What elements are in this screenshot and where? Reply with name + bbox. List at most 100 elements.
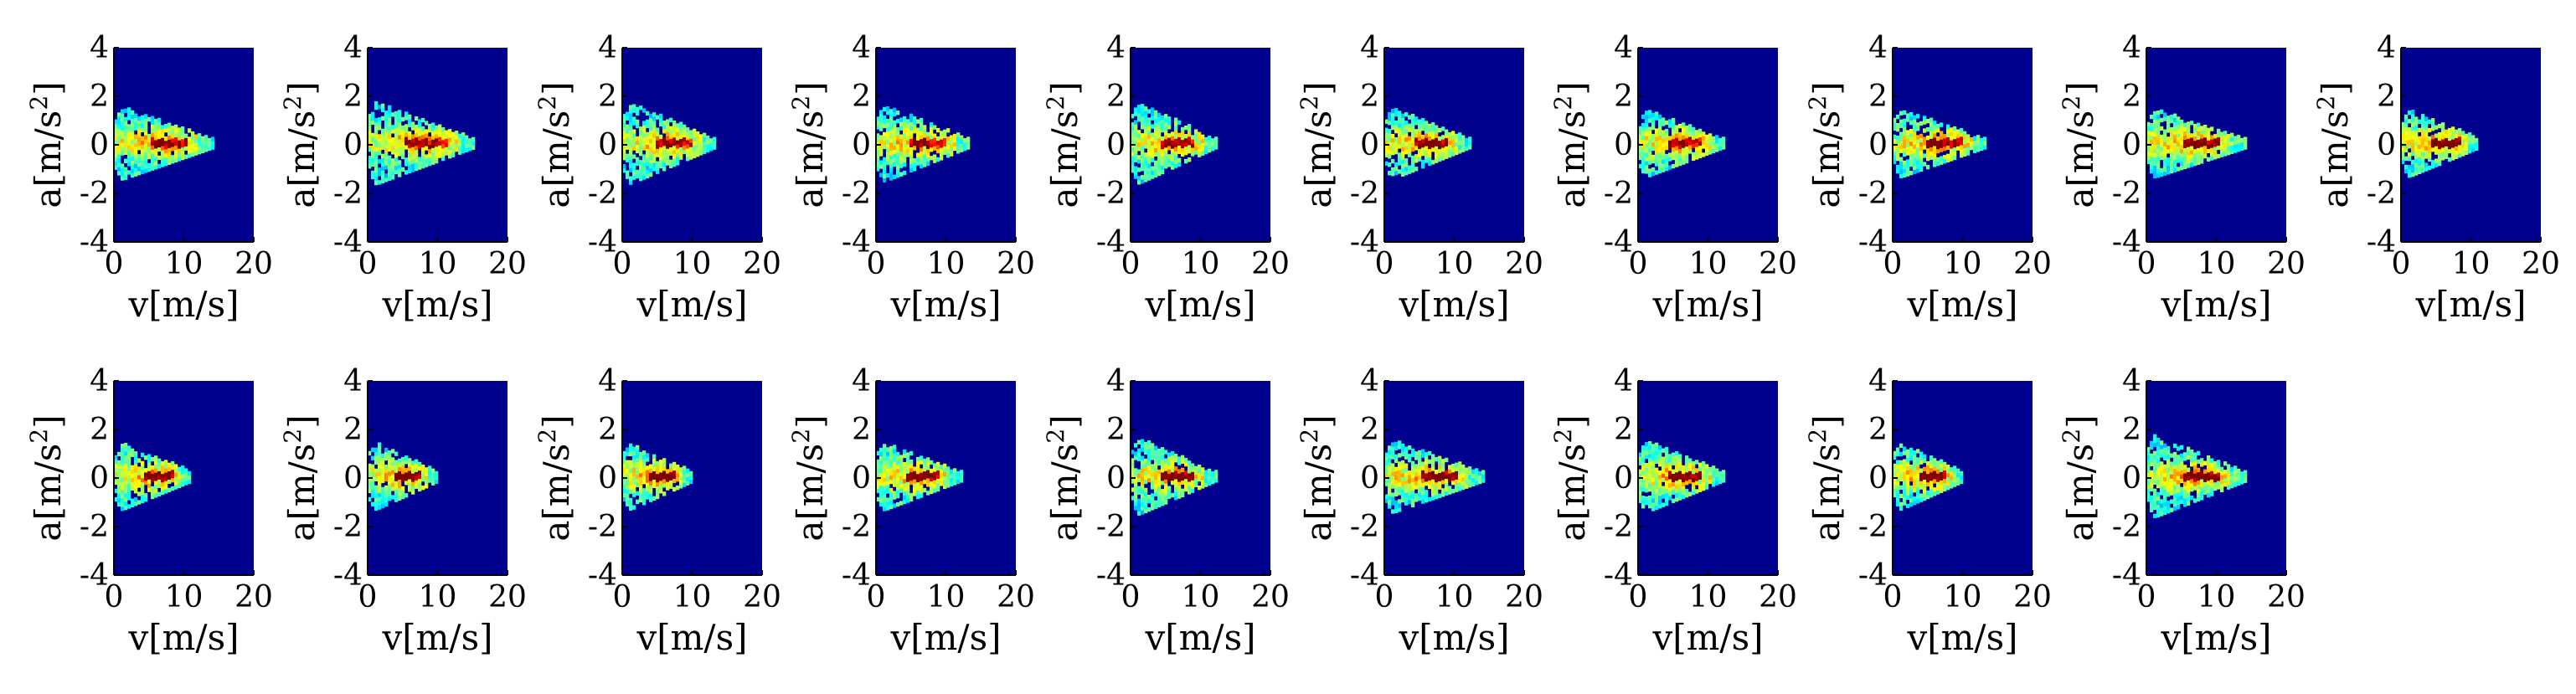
heatmap-cell bbox=[893, 461, 897, 466]
heatmap-cell bbox=[1425, 121, 1429, 126]
heatmap-cell bbox=[421, 138, 425, 144]
heatmap-cell bbox=[465, 135, 469, 140]
heatmap-cell bbox=[1662, 134, 1666, 139]
heatmap-cell bbox=[632, 484, 636, 489]
heatmap-cell bbox=[134, 489, 138, 494]
heatmap-cell bbox=[906, 127, 910, 132]
heatmap-cell bbox=[398, 168, 402, 173]
heatmap-cell bbox=[1164, 470, 1168, 476]
heatmap-cell bbox=[622, 131, 626, 136]
heatmap-cell bbox=[404, 145, 409, 150]
heatmap-cell bbox=[2203, 141, 2208, 147]
heatmap-cell bbox=[394, 123, 399, 129]
heatmap-cell bbox=[1655, 132, 1659, 137]
heatmap-cell bbox=[1940, 139, 1944, 144]
heatmap-cell bbox=[431, 122, 435, 127]
heatmap-cell bbox=[1933, 491, 1937, 496]
heatmap-cell bbox=[378, 459, 382, 464]
heatmap-cell bbox=[2183, 131, 2187, 136]
heatmap-cell bbox=[2163, 154, 2167, 159]
heatmap-cell bbox=[2448, 127, 2452, 133]
heatmap-cell bbox=[1171, 157, 1175, 162]
heatmap-cell bbox=[1665, 480, 1669, 486]
heatmap-cell bbox=[1695, 142, 1699, 147]
heatmap-cell bbox=[1712, 478, 1716, 483]
heatmap-cell bbox=[438, 149, 442, 154]
heatmap-cell bbox=[930, 481, 934, 486]
heatmap-cell bbox=[642, 137, 647, 142]
heatmap-cell bbox=[1401, 155, 1405, 160]
heatmap-cell bbox=[167, 143, 172, 148]
heatmap-cell bbox=[1181, 152, 1185, 157]
heatmap-cell bbox=[2187, 147, 2191, 152]
heatmap-cell bbox=[2424, 133, 2429, 138]
y-tick-label: 0 bbox=[343, 128, 363, 162]
heatmap-cell bbox=[1662, 502, 1666, 507]
heatmap-cell bbox=[381, 457, 385, 462]
heatmap-cell bbox=[1651, 486, 1656, 491]
heatmap-cell bbox=[124, 497, 128, 502]
heatmap-cell bbox=[1151, 141, 1155, 146]
heatmap-cell bbox=[1455, 475, 1459, 480]
heatmap-cell bbox=[384, 144, 389, 149]
heatmap-cell bbox=[889, 176, 894, 181]
heatmap-cell bbox=[428, 157, 432, 162]
heatmap-cell bbox=[1391, 446, 1395, 451]
heatmap-cell bbox=[378, 442, 382, 447]
heatmap-cell bbox=[2150, 165, 2154, 170]
heatmap-cell bbox=[652, 141, 657, 147]
heatmap-cell bbox=[1903, 118, 1907, 124]
heatmap-cell bbox=[1913, 161, 1917, 166]
heatmap-cell bbox=[184, 468, 188, 473]
heatmap-cell bbox=[144, 122, 148, 127]
heatmap-cell bbox=[639, 135, 643, 140]
heatmap-cell bbox=[879, 447, 884, 453]
heatmap-cell bbox=[147, 137, 152, 143]
y-axis-label: a[m/s2] bbox=[787, 414, 831, 541]
heatmap-cell bbox=[1906, 491, 1910, 496]
heatmap-cell bbox=[378, 151, 382, 156]
heatmap-cell bbox=[415, 141, 419, 147]
heatmap-cell bbox=[903, 491, 907, 496]
heatmap-cell bbox=[1167, 141, 1172, 147]
heatmap-cell bbox=[1171, 463, 1175, 469]
heatmap-cell bbox=[1662, 494, 1666, 499]
heatmap-cell bbox=[1408, 148, 1412, 153]
heatmap-cell bbox=[1896, 140, 1900, 145]
heatmap-cell bbox=[127, 149, 131, 154]
x-tick-label: 20 bbox=[2267, 247, 2306, 281]
heatmap-cell bbox=[639, 476, 643, 482]
heatmap-cell bbox=[1662, 121, 1666, 126]
heatmap-cell bbox=[127, 153, 131, 158]
heatmap-cell bbox=[946, 475, 951, 480]
heatmap-cell bbox=[703, 132, 707, 137]
heatmap-cell bbox=[1131, 156, 1135, 161]
heatmap-cell bbox=[394, 485, 399, 490]
heatmap-cell bbox=[662, 141, 667, 147]
heatmap-cell bbox=[679, 151, 683, 156]
heatmap-cell bbox=[936, 127, 940, 133]
heatmap-cell bbox=[646, 465, 650, 470]
heatmap-cell bbox=[1919, 154, 1924, 160]
heatmap-cell bbox=[676, 465, 680, 470]
heatmap-cell bbox=[622, 455, 626, 460]
heatmap-cell bbox=[2411, 143, 2415, 148]
heatmap-cell bbox=[408, 458, 412, 463]
heatmap-cell bbox=[2190, 496, 2194, 501]
heatmap-cell bbox=[1963, 135, 1967, 140]
heatmap-cell bbox=[936, 486, 940, 492]
heatmap-cell bbox=[374, 176, 379, 182]
heatmap-cell bbox=[2233, 474, 2238, 479]
heatmap-cell bbox=[1913, 152, 1917, 157]
heatmap-cell bbox=[883, 161, 887, 167]
heatmap-cell bbox=[1204, 482, 1208, 487]
heatmap-cell bbox=[1418, 475, 1422, 481]
heatmap-cell bbox=[2193, 148, 2197, 154]
heatmap-cell bbox=[2153, 131, 2157, 137]
heatmap-cell bbox=[2223, 461, 2228, 466]
heatmap-cell bbox=[384, 493, 389, 499]
heatmap-cell bbox=[2200, 126, 2204, 131]
heatmap-cell bbox=[879, 460, 884, 465]
heatmap-cell bbox=[391, 129, 395, 134]
heatmap-cell bbox=[1144, 127, 1148, 132]
